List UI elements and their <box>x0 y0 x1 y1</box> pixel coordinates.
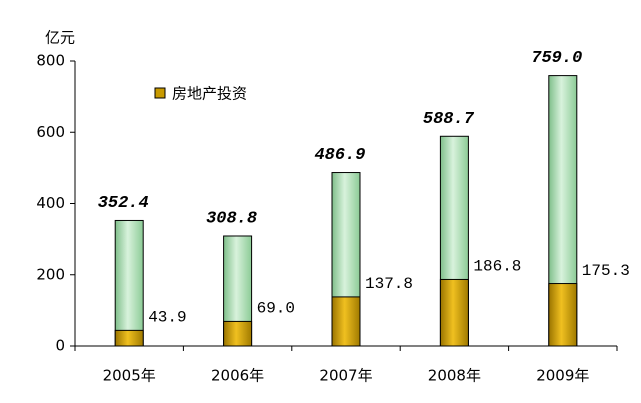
y-tick-label: 400 <box>36 194 65 212</box>
bar <box>548 283 578 347</box>
y-tick-label: 200 <box>36 265 65 283</box>
y-tick-label: 0 <box>55 337 65 355</box>
bar <box>331 296 361 347</box>
bar <box>439 278 469 347</box>
legend-swatch <box>154 87 166 99</box>
y-axis-label: 亿元 <box>45 29 75 47</box>
x-tick-label: 2008年 <box>428 367 481 385</box>
value-label: 137.8 <box>365 275 413 293</box>
total-label: 352.4 <box>98 194 149 213</box>
value-label: 69.0 <box>257 300 295 318</box>
bar <box>114 219 144 347</box>
bar <box>114 329 144 347</box>
x-tick-label: 2006年 <box>211 367 264 385</box>
x-tick-label: 2005年 <box>103 367 156 385</box>
value-label: 175.3 <box>582 262 630 280</box>
value-label: 43.9 <box>148 309 186 327</box>
y-tick-label: 600 <box>36 123 65 141</box>
bar <box>223 320 253 347</box>
value-label: 186.8 <box>473 258 521 276</box>
total-label: 759.0 <box>531 49 582 68</box>
legend-label: 房地产投资 <box>172 85 247 103</box>
x-tick-label: 2007年 <box>319 367 372 385</box>
x-tick-label: 2009年 <box>536 367 589 385</box>
total-label: 308.8 <box>206 209 257 228</box>
y-tick-label: 800 <box>36 52 65 70</box>
total-label: 588.7 <box>423 110 475 129</box>
total-label: 486.9 <box>314 146 365 165</box>
